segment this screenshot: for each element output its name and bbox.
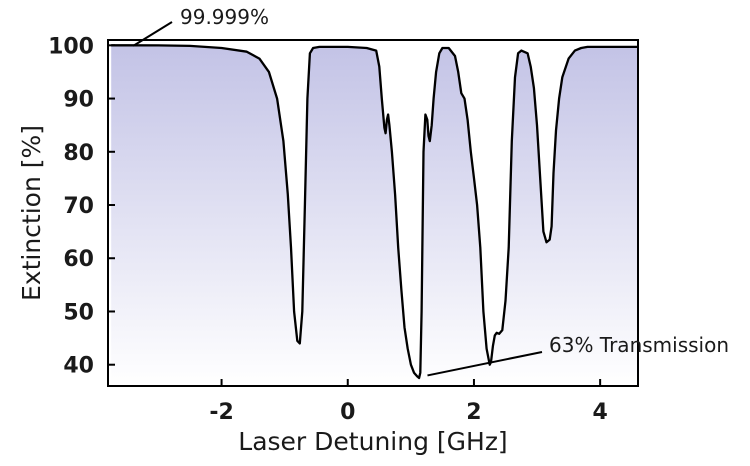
x-tick-label: 2: [466, 400, 481, 425]
y-tick-label: 90: [63, 88, 94, 113]
plot-frame: [107, 39, 639, 387]
x-tick-label: -2: [209, 400, 233, 425]
annotation-label: 99.999%: [180, 5, 269, 29]
y-tick-label: 60: [63, 247, 94, 272]
y-tick-label: 40: [63, 354, 94, 379]
y-tick-label: 50: [63, 300, 94, 325]
y-axis-title: Extinction [%]: [17, 125, 46, 301]
annotation-label: 63% Transmission: [549, 333, 729, 357]
extinction-series-line: [111, 44, 638, 380]
x-tick-label: 0: [340, 400, 355, 425]
y-tick-label: 100: [48, 34, 94, 59]
annotation-leader-line: [132, 21, 173, 47]
annotation-leader-line: [427, 351, 543, 377]
y-tick-label: 80: [63, 141, 94, 166]
x-axis-ticks: -2 0 2 4: [209, 379, 608, 425]
x-tick-label: 4: [592, 400, 607, 425]
y-tick-label: 70: [63, 194, 94, 219]
x-axis-title: Laser Detuning [GHz]: [238, 427, 507, 456]
y-axis-ticks: 40 50 60 70 80 90 100: [48, 34, 115, 379]
